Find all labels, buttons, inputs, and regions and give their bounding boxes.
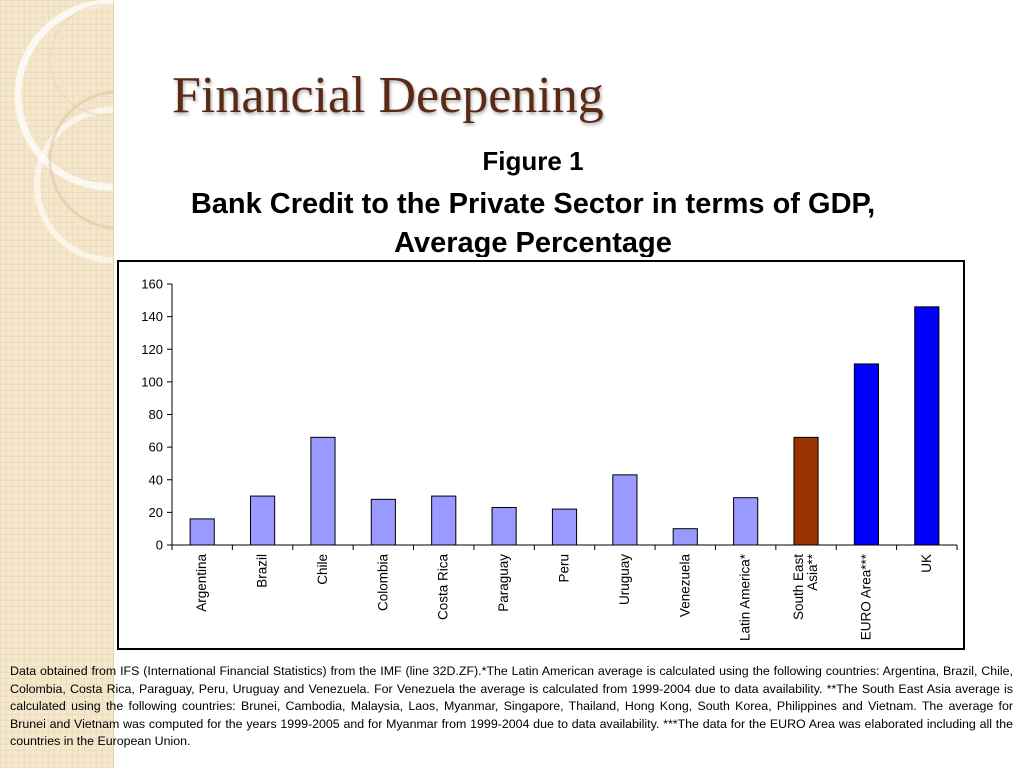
footnote: Data obtained from IFS (International Fi… <box>10 664 1013 748</box>
bar <box>914 306 940 546</box>
x-category-label: UK <box>919 554 934 573</box>
bar <box>672 528 698 546</box>
x-category-label: Venezuela <box>677 554 692 618</box>
y-tick-label: 40 <box>149 472 163 487</box>
bar <box>431 495 457 546</box>
bar <box>370 498 396 546</box>
figure-label: Figure 1 <box>482 146 584 176</box>
bar <box>612 474 638 546</box>
y-tick-label: 80 <box>149 407 163 422</box>
y-tick-label: 140 <box>141 309 163 324</box>
bar <box>310 436 336 546</box>
y-tick-label: 100 <box>141 374 163 389</box>
bar <box>189 518 215 546</box>
bar <box>551 508 578 546</box>
x-category-label: Uruguay <box>617 554 632 605</box>
bar <box>793 436 819 546</box>
y-tick-label: 60 <box>149 440 163 455</box>
x-category-label: Peru <box>557 554 572 583</box>
bar <box>733 497 759 546</box>
y-tick-label: 120 <box>141 342 163 357</box>
figure-title-line2: Average Percentage <box>394 227 672 257</box>
decorative-circles <box>14 0 113 263</box>
slide-title: Financial Deepening <box>172 67 604 124</box>
x-category-label: Colombia <box>375 554 390 612</box>
figure-title-line1: Bank Credit to the Private Sector in ter… <box>190 188 876 220</box>
x-category-label: Brazil <box>255 554 270 588</box>
bar <box>491 506 517 546</box>
x-category-label: Chile <box>315 554 330 585</box>
x-category-label: South East <box>791 554 806 620</box>
y-tick-label: 0 <box>156 538 163 553</box>
y-tick-label: 20 <box>149 505 163 520</box>
x-category-label: Latin America* <box>738 553 753 641</box>
y-tick-label: 160 <box>141 277 163 292</box>
x-category-label: Asia** <box>805 553 820 591</box>
chart-frame: 0 20 40 60 80 100 120 140 160 Argentina Brazil Chil… <box>117 260 965 650</box>
bar <box>250 495 276 546</box>
x-category-label: Costa Rica <box>436 554 451 621</box>
decorative-sidebar <box>0 0 114 768</box>
bar-chart: 0 20 40 60 80 100 120 140 160 Argentina Brazil Chil… <box>141 277 958 641</box>
x-category-label: Argentina <box>194 554 209 612</box>
x-category-label: EURO Area*** <box>858 553 873 640</box>
x-category-label: Paraguay <box>496 554 511 612</box>
bar <box>853 363 879 546</box>
